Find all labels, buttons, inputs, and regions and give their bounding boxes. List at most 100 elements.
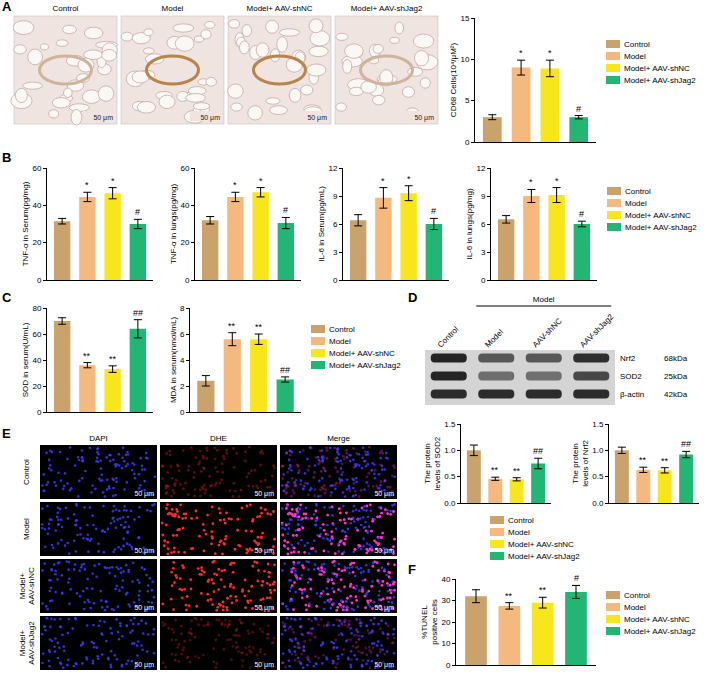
svg-text:#: # bbox=[431, 206, 436, 216]
svg-text:*: * bbox=[381, 176, 385, 186]
svg-text:SOD2: SOD2 bbox=[620, 372, 642, 381]
svg-text:6: 6 bbox=[180, 330, 185, 339]
svg-text:Model+AAV-shJag2: Model+AAV-shJag2 bbox=[18, 621, 36, 665]
svg-text:Model+ AAV-shJag2: Model+ AAV-shJag2 bbox=[624, 627, 696, 636]
svg-text:**: ** bbox=[228, 321, 236, 331]
svg-text:Model+ AAV-shJag2: Model+ AAV-shJag2 bbox=[508, 552, 580, 561]
svg-text:Model+AAV-shNC: Model+AAV-shNC bbox=[18, 567, 36, 605]
svg-text:AAV-shNC: AAV-shNC bbox=[531, 316, 564, 349]
svg-text:50 μm: 50 μm bbox=[93, 114, 113, 122]
svg-text:25kDa: 25kDa bbox=[664, 372, 688, 381]
svg-text:0: 0 bbox=[37, 408, 42, 417]
svg-text:Control: Control bbox=[53, 4, 79, 13]
svg-text:*: * bbox=[111, 176, 115, 186]
svg-text:50 μm: 50 μm bbox=[374, 490, 394, 498]
svg-text:Nrf2: Nrf2 bbox=[620, 354, 636, 363]
svg-text:F: F bbox=[408, 562, 416, 577]
svg-text:Model+ AAV-shNC: Model+ AAV-shNC bbox=[329, 349, 395, 358]
svg-text:Model+ AAV-shNC: Model+ AAV-shNC bbox=[624, 64, 690, 73]
svg-text:Control: Control bbox=[329, 325, 355, 334]
svg-text:IL-6 in Serum(pg/mL): IL-6 in Serum(pg/mL) bbox=[317, 186, 326, 262]
svg-text:9: 9 bbox=[333, 192, 338, 201]
svg-text:*: * bbox=[85, 180, 89, 190]
svg-text:#: # bbox=[576, 104, 581, 114]
svg-text:0.0: 0.0 bbox=[592, 499, 604, 508]
svg-text:50 μm: 50 μm bbox=[254, 547, 274, 555]
svg-text:##: ## bbox=[533, 446, 543, 456]
svg-text:*: * bbox=[519, 48, 523, 58]
svg-text:**: ** bbox=[109, 354, 117, 364]
svg-text:*: * bbox=[548, 48, 552, 58]
svg-text:50 μm: 50 μm bbox=[374, 604, 394, 612]
svg-text:MDA in serum(nmol/mL): MDA in serum(nmol/mL) bbox=[169, 317, 178, 404]
svg-text:SOD in serum(U/mL): SOD in serum(U/mL) bbox=[21, 322, 30, 397]
svg-text:Merge: Merge bbox=[327, 434, 350, 443]
svg-text:80: 80 bbox=[32, 304, 41, 313]
svg-text:50 μm: 50 μm bbox=[134, 490, 154, 498]
svg-text:50 μm: 50 μm bbox=[200, 114, 220, 122]
svg-text:D: D bbox=[408, 290, 417, 305]
svg-text:50 μm: 50 μm bbox=[134, 661, 154, 669]
svg-text:42kDa: 42kDa bbox=[664, 390, 688, 399]
svg-text:15: 15 bbox=[460, 14, 469, 23]
svg-text:0: 0 bbox=[180, 408, 185, 417]
svg-text:8: 8 bbox=[180, 304, 185, 313]
svg-text:20: 20 bbox=[32, 382, 41, 391]
svg-text:Model+ AAV-shNC: Model+ AAV-shNC bbox=[625, 211, 691, 220]
svg-text:##: ## bbox=[681, 439, 691, 449]
svg-text:2: 2 bbox=[180, 382, 185, 391]
svg-text:6: 6 bbox=[333, 220, 338, 229]
svg-text:**: ** bbox=[491, 465, 499, 475]
svg-text:**: ** bbox=[513, 466, 521, 476]
svg-text:Control: Control bbox=[624, 591, 650, 600]
svg-text:50 μm: 50 μm bbox=[254, 604, 274, 612]
svg-text:0.5: 0.5 bbox=[444, 472, 456, 481]
svg-text:20: 20 bbox=[32, 238, 41, 247]
svg-text:0: 0 bbox=[446, 661, 451, 670]
svg-text:5: 5 bbox=[465, 96, 470, 105]
svg-text:C: C bbox=[2, 290, 12, 305]
svg-text:40: 40 bbox=[441, 575, 450, 584]
svg-text:20: 20 bbox=[441, 618, 450, 627]
svg-text:12: 12 bbox=[476, 164, 485, 173]
svg-text:Control: Control bbox=[624, 40, 650, 49]
svg-text:#: # bbox=[579, 209, 584, 219]
svg-text:4: 4 bbox=[180, 356, 185, 365]
svg-text:Model: Model bbox=[624, 603, 646, 612]
svg-text:Model+ AAV-shNC: Model+ AAV-shNC bbox=[247, 4, 313, 13]
svg-text:50 μm: 50 μm bbox=[254, 490, 274, 498]
svg-text:Model+ AAV-shNC: Model+ AAV-shNC bbox=[508, 540, 574, 549]
svg-text:10: 10 bbox=[460, 55, 469, 64]
svg-text:DHE: DHE bbox=[210, 434, 227, 443]
svg-text:**: ** bbox=[661, 456, 669, 466]
svg-text:50 μm: 50 μm bbox=[134, 547, 154, 555]
svg-text:TNF-α in Serum(pg/mg): TNF-α in Serum(pg/mg) bbox=[21, 181, 30, 266]
svg-text:*: * bbox=[529, 177, 533, 187]
svg-text:IL-6 in lungs(pg/mg): IL-6 in lungs(pg/mg) bbox=[465, 188, 474, 259]
svg-text:50 μm: 50 μm bbox=[254, 661, 274, 669]
svg-text:10: 10 bbox=[441, 639, 450, 648]
svg-text:##: ## bbox=[280, 365, 290, 375]
svg-text:1.0: 1.0 bbox=[592, 446, 604, 455]
svg-text:60: 60 bbox=[180, 164, 189, 173]
svg-text:Control: Control bbox=[436, 325, 461, 350]
svg-text:**: ** bbox=[539, 585, 547, 595]
svg-text:**: ** bbox=[255, 322, 263, 332]
svg-text:0: 0 bbox=[481, 276, 486, 285]
svg-text:0.5: 0.5 bbox=[592, 472, 604, 481]
svg-text:Model: Model bbox=[483, 327, 505, 349]
svg-text:50 μm: 50 μm bbox=[414, 114, 434, 122]
svg-text:#: # bbox=[283, 205, 288, 215]
svg-text:The proteinlevels of SOD2: The proteinlevels of SOD2 bbox=[423, 436, 442, 490]
svg-text:*: * bbox=[555, 176, 559, 186]
svg-text:Model: Model bbox=[624, 52, 646, 61]
svg-text:A: A bbox=[2, 0, 12, 14]
svg-text:B: B bbox=[2, 150, 11, 165]
svg-text:**: ** bbox=[83, 351, 91, 361]
svg-text:1.5: 1.5 bbox=[592, 420, 604, 429]
svg-text:β-actin: β-actin bbox=[620, 390, 644, 399]
svg-text:40: 40 bbox=[180, 201, 189, 210]
svg-text:1.5: 1.5 bbox=[444, 420, 456, 429]
svg-text:Model+ AAV-shJag2: Model+ AAV-shJag2 bbox=[351, 4, 423, 13]
svg-text:Model: Model bbox=[22, 518, 31, 540]
